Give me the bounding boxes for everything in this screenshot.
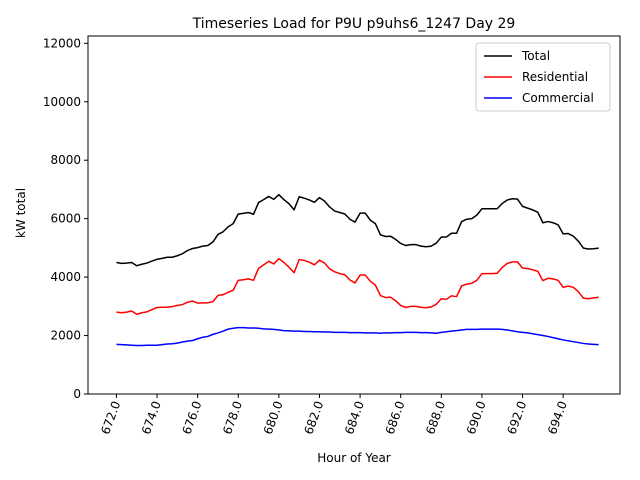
y-tick-label: 8000: [50, 153, 81, 167]
y-tick-label: 0: [73, 387, 81, 401]
legend-box: [475, 42, 611, 112]
y-tick-label: 12000: [43, 36, 81, 50]
chart-title: Timeseries Load for P9U p9uhs6_1247 Day …: [192, 16, 516, 32]
legend-label-total: Total: [521, 49, 550, 63]
y-tick-label: 4000: [50, 270, 81, 284]
legend: Total Residential Commercial: [475, 42, 611, 112]
axes-frame: [87, 35, 621, 395]
legend-label-residential: Residential: [522, 70, 588, 84]
y-axis-label: kW total: [14, 188, 28, 238]
x-axis-label: Hour of Year: [317, 451, 391, 465]
legend-label-commercial: Commercial: [522, 91, 594, 105]
series-line-commercial: [116, 326, 599, 347]
series-line-total: [116, 193, 599, 267]
y-tick-label: 2000: [50, 329, 81, 343]
y-tick-label: 10000: [43, 95, 81, 109]
plot-area: [116, 193, 599, 347]
series-line-residential: [116, 257, 599, 315]
y-tick-label: 6000: [50, 212, 81, 226]
